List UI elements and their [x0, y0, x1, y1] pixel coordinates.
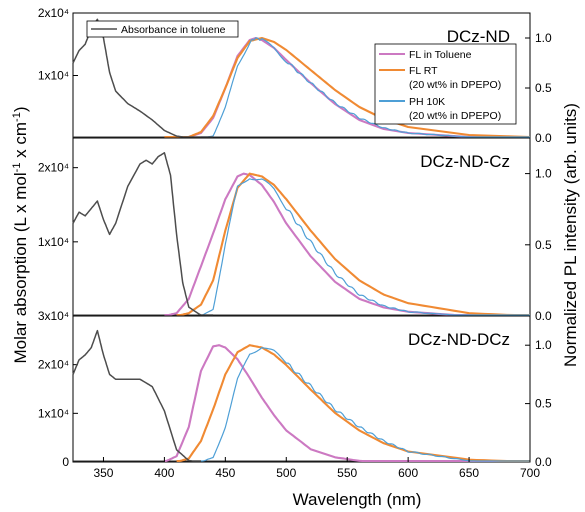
x-tick-label: 550 — [337, 466, 357, 480]
right-tick-label: 0.0 — [535, 455, 552, 469]
y-axis-left-title: Molar absorption (L x mol-1 x cm-1) — [11, 106, 30, 363]
x-tick-label: 450 — [215, 466, 235, 480]
legend-fl-toluene-label: FL in Toluene — [409, 49, 472, 61]
left-tick-label: 2x10⁴ — [38, 6, 69, 20]
left-tick-label: 3x10⁴ — [38, 309, 69, 323]
legend-emission: FL in Toluene FL RT (20 wt% in DPEPO) PH… — [374, 43, 517, 125]
legend-absorbance: Absorbance in toluene — [86, 20, 239, 38]
series-fl-rt — [176, 172, 530, 317]
left-tick-label: 2x10⁴ — [38, 358, 69, 372]
panel-frame — [72, 315, 531, 463]
panel-label: DCz-ND-Cz — [420, 152, 510, 171]
series-ph-10k — [201, 178, 530, 316]
series-fl-rt — [176, 344, 530, 463]
left-tick-label: 1x10⁴ — [38, 69, 69, 83]
legend-ph-10k-note: (20 wt% in DPEPO) — [409, 110, 501, 122]
right-tick-label: 0.5 — [535, 81, 552, 95]
x-tick-label: 600 — [398, 466, 418, 480]
left-tick-label: 1x10⁴ — [38, 406, 69, 420]
right-tick-label: 1.0 — [535, 31, 552, 45]
left-tick-label: 1x10⁴ — [38, 235, 69, 249]
x-tick-label: 700 — [520, 466, 540, 480]
legend-fl-rt-note: (20 wt% in DPEPO) — [409, 79, 501, 91]
legend-ph-10k-label: PH 10K — [409, 96, 445, 108]
series-fl-toluene — [164, 172, 530, 317]
legend-fl-rt-label: FL RT — [409, 65, 438, 77]
panel-label: DCz-ND — [447, 27, 510, 46]
series-absorbance — [72, 152, 214, 316]
right-tick-label: 0.0 — [535, 309, 552, 323]
x-tick-label: 650 — [459, 466, 479, 480]
panel-label: DCz-ND-DCz — [408, 330, 510, 349]
legend-absorbance-label: Absorbance in toluene — [121, 24, 226, 36]
x-tick-label: 500 — [276, 466, 296, 480]
x-axis-title: Wavelength (nm) — [293, 490, 422, 509]
left-tick-label: 0 — [62, 455, 69, 469]
x-axis-ticks: 350 400 450 500 550 600 650 700 — [93, 457, 540, 480]
y-axis-right-title: Normalized PL intensity (arb. units) — [561, 103, 580, 367]
series-fl-toluene — [164, 344, 530, 463]
left-tick-label: 2x10⁴ — [38, 161, 69, 175]
x-tick-label: 350 — [93, 466, 113, 480]
panel-2: 1x10⁴ 2x10⁴ 0.0 0.5 1.0 DCz-ND-Cz — [38, 137, 552, 323]
legend-emission-frame — [374, 43, 517, 125]
right-tick-label: 0.0 — [535, 131, 552, 145]
series-ph-10k — [201, 37, 530, 138]
panel-3: 0 1x10⁴ 2x10⁴ 3x10⁴ 0.0 0.5 1.0 DCz-ND-DCz — [38, 309, 552, 469]
series-fl-toluene — [176, 36, 530, 139]
right-tick-label: 0.5 — [535, 238, 552, 252]
x-tick-label: 400 — [154, 466, 174, 480]
series-absorbance — [72, 329, 201, 462]
legend-absorbance-frame — [86, 20, 239, 38]
right-tick-label: 1.0 — [535, 167, 552, 181]
series-ph-10k — [201, 347, 530, 462]
right-tick-label: 1.0 — [535, 338, 552, 352]
right-tick-label: 0.5 — [535, 397, 552, 411]
